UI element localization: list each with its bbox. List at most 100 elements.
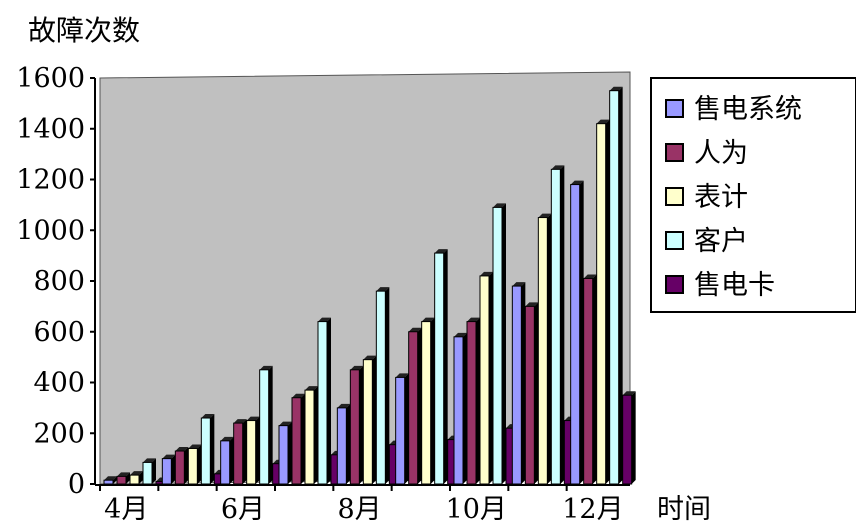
y-tick-label: 400 (33, 368, 85, 399)
bar-side (210, 414, 215, 484)
bar-top (220, 436, 234, 441)
bar (479, 275, 490, 485)
bar (492, 206, 503, 485)
bar-top (233, 419, 247, 424)
x-tick-label: 8月 (337, 494, 381, 525)
bar-top (408, 327, 422, 332)
bar-top (201, 414, 215, 419)
bar (609, 90, 620, 485)
bar (622, 394, 633, 485)
bar-side (534, 302, 539, 484)
bar (259, 369, 270, 485)
bar (336, 407, 347, 485)
bar-top (551, 165, 565, 170)
bar-side (476, 317, 480, 484)
bar (187, 447, 198, 485)
bar (395, 376, 406, 485)
y-tick-label: 600 (33, 317, 85, 348)
y-tick-label: 0 (68, 469, 85, 500)
bar-top (493, 203, 506, 208)
bar-side (359, 365, 364, 484)
x-tick-label: 6月 (221, 494, 265, 525)
bar (278, 425, 289, 485)
bar-side (197, 444, 202, 484)
bar (116, 475, 127, 485)
bar-side (139, 471, 143, 484)
legend-swatch (665, 231, 684, 250)
bar-top (454, 332, 467, 337)
bar (233, 422, 244, 485)
bar-side (417, 327, 422, 484)
bar (200, 417, 211, 485)
legend-swatch (665, 99, 684, 118)
bar (317, 321, 328, 485)
bar-top (305, 386, 318, 391)
bar (466, 321, 477, 485)
y-tick-labels: 0 200 400 600 800 1000 1200 1400 1600 (16, 63, 95, 500)
bar (129, 474, 140, 485)
bar-marks (103, 86, 636, 485)
bar-top (583, 274, 597, 279)
legend-label: 人为 (694, 138, 748, 169)
bar-side (489, 271, 493, 484)
bar (570, 184, 581, 485)
bar-side (385, 287, 390, 484)
legend-swatch (665, 187, 684, 206)
bar-top (143, 458, 156, 463)
bar-top (622, 391, 636, 396)
bar-top (188, 444, 202, 449)
bar (349, 369, 360, 485)
bar-side (521, 282, 526, 484)
bar-top (570, 180, 584, 185)
bar (375, 290, 386, 485)
bar (596, 123, 607, 485)
bar-side (605, 119, 610, 485)
bar-top (279, 421, 292, 426)
bar (103, 479, 114, 485)
legend-label: 表计 (694, 182, 748, 213)
bar-side (301, 393, 305, 484)
x-tick-labels: 4月 6月 8月 10月 12月 (99, 485, 624, 525)
bar-side (268, 365, 273, 484)
bar (304, 389, 315, 485)
legend-swatch (665, 275, 684, 294)
bar-side (184, 447, 189, 484)
bar (246, 420, 257, 485)
y-axis-label: 故障次数 (28, 14, 140, 47)
bar-top (117, 472, 130, 477)
bar (434, 252, 445, 485)
bar-top (162, 454, 176, 459)
bar-side (502, 203, 506, 484)
y-tick-label: 800 (33, 266, 85, 297)
bar-top (421, 317, 435, 322)
bar-side (560, 165, 565, 484)
bar-side (255, 416, 260, 484)
bar-top (130, 471, 143, 476)
bar-side (314, 386, 318, 484)
bar-top (609, 86, 623, 91)
bar-side (579, 180, 584, 484)
bar (161, 458, 172, 485)
x-axis-label: 时间 (657, 494, 711, 525)
bar-top (259, 365, 273, 370)
bar-top (512, 282, 526, 287)
bar-side (372, 355, 377, 484)
bar (408, 331, 419, 485)
bar-side (404, 373, 409, 484)
bar-side (126, 472, 130, 484)
bar (142, 461, 153, 485)
bar (537, 217, 548, 485)
bar-side (430, 317, 435, 484)
bar-side (463, 332, 467, 484)
bar-side (113, 476, 117, 484)
x-tick-label: 10月 (446, 494, 507, 525)
bar (421, 321, 432, 485)
bar-top (318, 317, 331, 322)
bar-top (434, 249, 448, 254)
bar-top (175, 447, 189, 452)
bar (511, 285, 522, 485)
bar-side (288, 421, 292, 484)
x-tick-label: 12月 (562, 494, 623, 525)
bar (362, 359, 373, 485)
bar-top (337, 403, 351, 408)
